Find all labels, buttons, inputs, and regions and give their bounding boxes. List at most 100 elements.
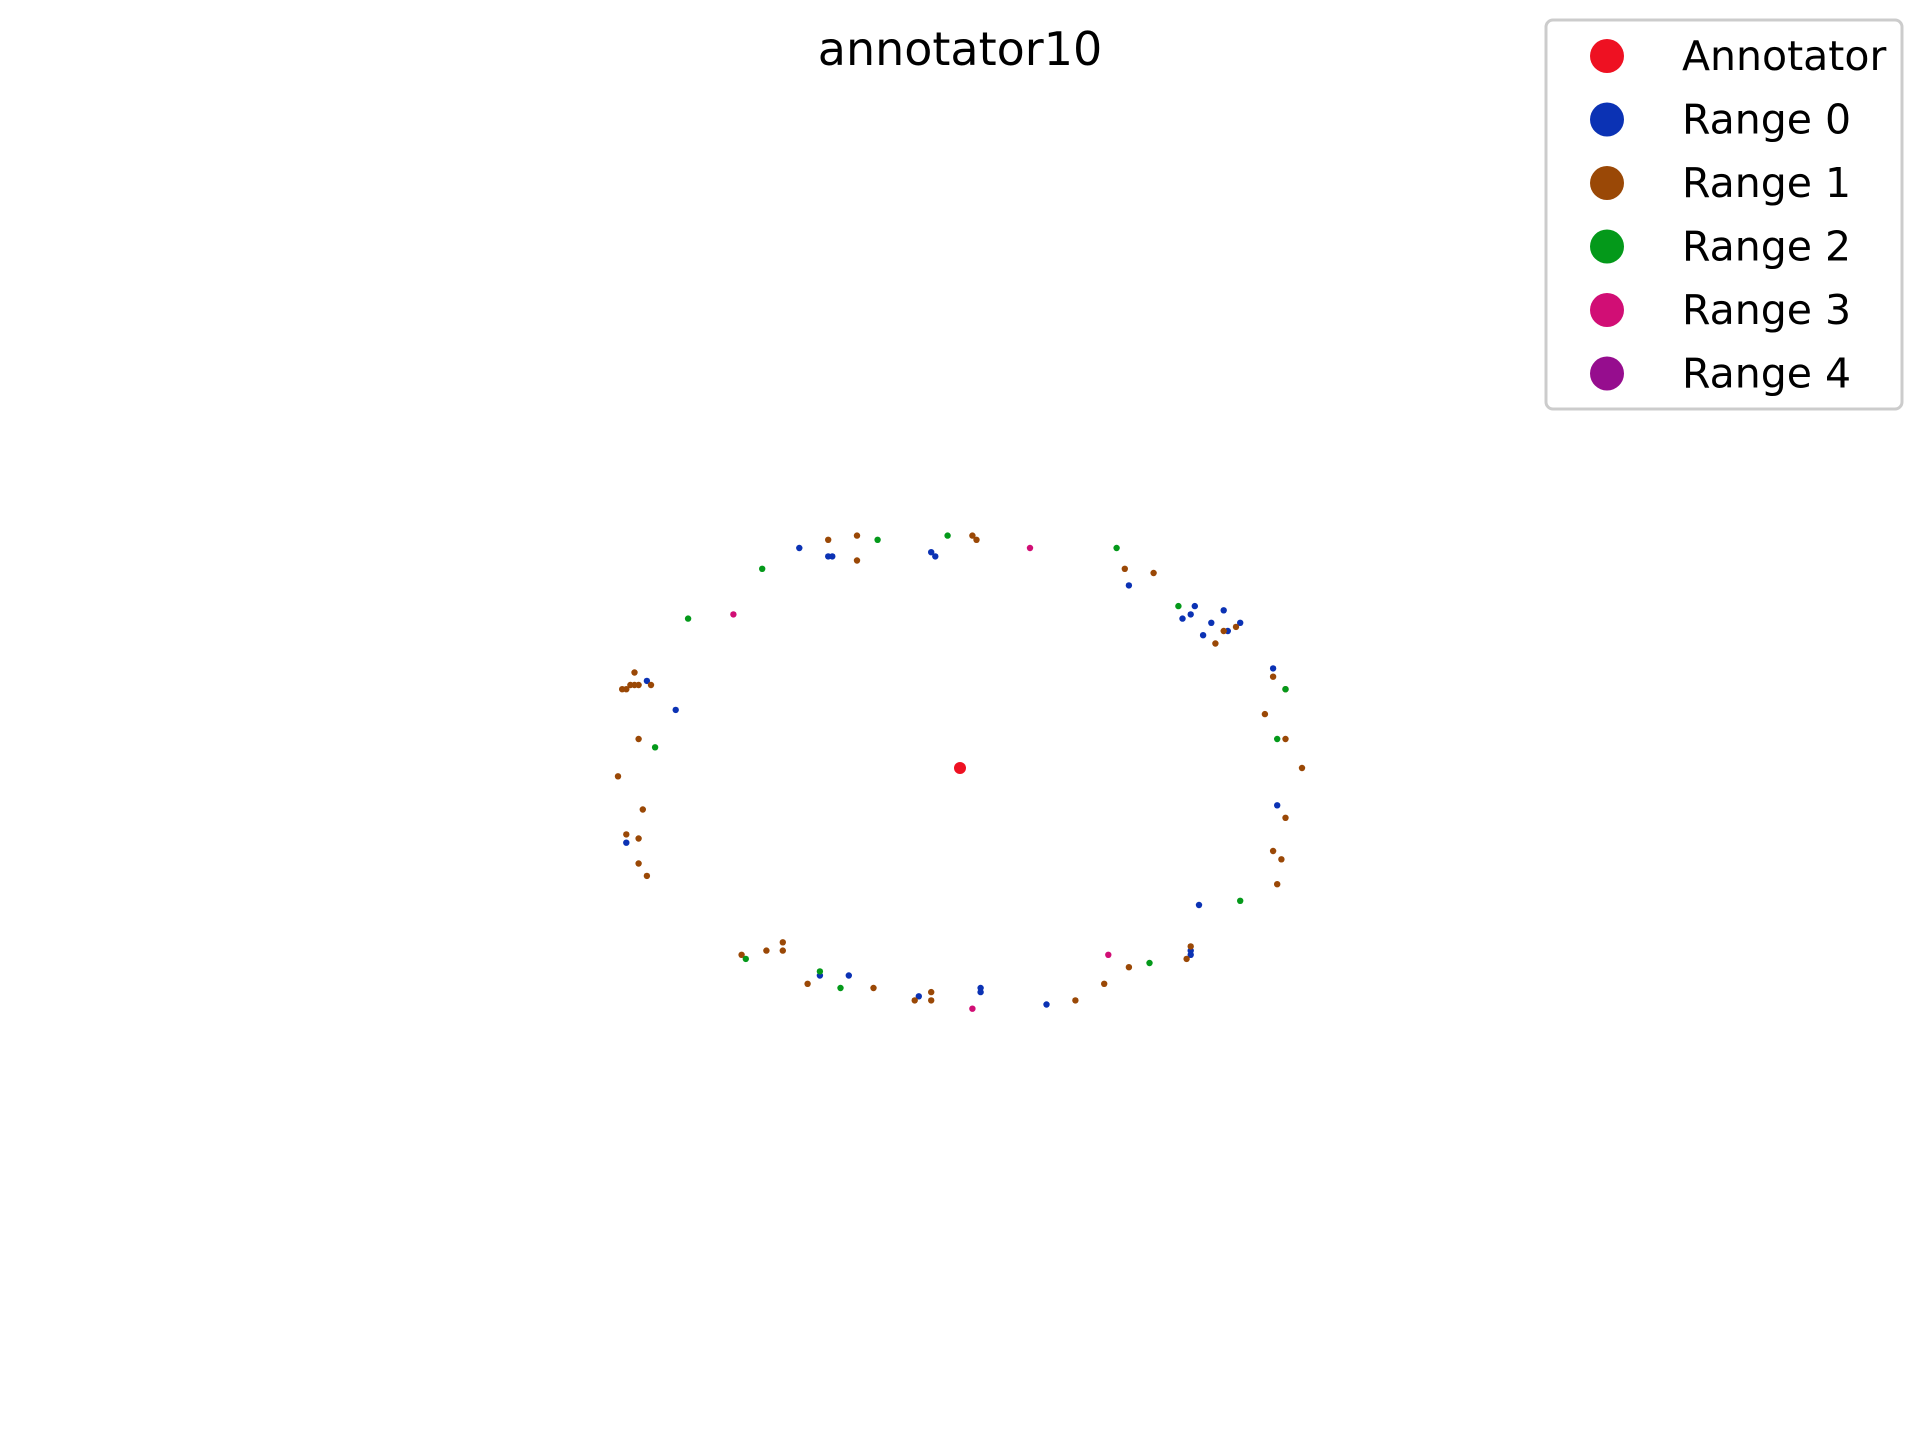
range-1-point-12 [1261,710,1269,718]
range-3-point-2 [1105,951,1112,958]
range-1-point-31 [635,735,642,743]
range-1-point-4 [853,557,861,564]
range-2-point-8 [651,744,659,751]
range-1-point-22 [1101,980,1108,987]
range-0-point-0 [796,544,803,552]
range-1-point-35 [635,835,642,842]
annotator-point-0 [954,762,966,774]
range-1-point-13 [1282,735,1289,743]
legend-label-range-4: Range 4 [1682,350,1851,398]
range-1-point-1 [853,532,861,539]
range-1-point-16 [1269,847,1277,855]
range-0-point-26 [977,988,984,996]
range-1-point-37 [643,872,651,880]
range-1-point-23 [1072,997,1079,1004]
range-1-point-7 [1220,627,1227,635]
range-2-point-4 [1175,602,1182,610]
legend-label-annotator: Annotator [1682,32,1886,80]
range-1-point-39 [763,947,770,954]
range-0-point-2 [829,553,836,560]
legend-entries: Annotator Range 0 Range 1 Range 2 Range 3 Ran… [1590,32,1886,398]
range-1-point-42 [804,980,811,987]
range-2-point-5 [684,615,692,622]
range-1-point-32 [614,773,622,780]
range-1-point-40 [779,939,786,946]
range-1-point-6 [1150,569,1157,577]
range-1-point-41 [779,947,786,954]
range-3-point-3 [969,1005,976,1012]
range-2-point-6 [1282,686,1289,693]
legend-marker-range-4 [1590,356,1624,391]
legend-marker-range-2 [1590,229,1624,264]
range-0-point-21 [1187,951,1194,958]
range-0-point-4 [932,553,939,560]
range-0-point-9 [1220,607,1227,614]
legend-marker-annotator [1590,39,1624,73]
range-1-point-27 [635,681,642,689]
range-1-point-5 [1121,565,1129,572]
range-1-point-30 [647,681,655,689]
range-0-point-15 [643,677,651,685]
range-2-point-9 [1237,897,1244,904]
legend-marker-range-0 [1590,102,1624,137]
range-0-point-17 [623,839,630,846]
range-2-point-7 [1274,735,1281,743]
range-1-point-45 [928,997,935,1004]
range-0-point-13 [1199,632,1207,639]
legend-label-range-1: Range 1 [1682,159,1851,207]
range-1-point-2 [969,532,976,539]
range-1-point-46 [928,988,935,996]
range-1-point-21 [1125,964,1133,971]
range-0-point-19 [1195,901,1203,909]
chart-title: annotator10 [818,22,1103,76]
range-0-point-14 [1269,665,1277,672]
legend-marker-range-1 [1590,166,1624,200]
legend-label-range-2: Range 2 [1682,223,1851,271]
range-2-point-0 [759,565,766,572]
range-2-point-12 [816,968,824,975]
legend-label-range-0: Range 0 [1682,96,1851,144]
range-0-point-23 [845,972,852,979]
range-1-point-38 [738,951,745,958]
range-0-point-16 [672,706,679,714]
range-1-point-17 [1278,856,1285,863]
range-0-point-3 [928,549,935,556]
range-0-point-24 [915,993,922,1000]
range-0-point-8 [1179,615,1186,622]
range-1-point-34 [623,831,630,838]
range-1-point-0 [825,536,832,543]
range-3-point-0 [1026,544,1034,552]
range-2-point-1 [874,536,881,543]
range-0-point-6 [1191,602,1199,610]
range-1-point-15 [1282,814,1289,821]
range-2-point-10 [1146,959,1153,967]
range-1-point-14 [1298,764,1306,772]
range-1-point-20 [1183,955,1190,963]
range-1-point-43 [870,984,877,992]
range-0-point-7 [1187,611,1194,618]
range-2-point-13 [837,984,844,992]
range-0-point-5 [1125,582,1133,589]
legend-label-range-3: Range 3 [1682,286,1851,334]
range-2-point-11 [742,955,749,963]
range-2-point-2 [944,532,951,539]
range-1-point-3 [973,536,980,543]
range-1-point-24 [631,669,638,676]
legend: Annotator Range 0 Range 1 Range 2 Range 3 Ran… [1544,18,1904,411]
points-layer [614,532,1306,1012]
range-0-point-10 [1208,619,1215,626]
range-1-point-36 [635,860,642,867]
range-3-point-1 [730,611,737,618]
legend-marker-range-3 [1590,293,1624,327]
range-1-point-8 [1232,623,1240,631]
range-1-point-10 [1269,673,1277,680]
range-1-point-9 [1212,640,1219,647]
range-1-point-33 [639,806,646,813]
range-1-point-18 [1274,881,1281,888]
range-0-point-18 [1274,802,1281,809]
range-1-point-19 [1187,943,1194,950]
range-1-point-29 [623,686,630,693]
legend-frame [1544,18,1904,411]
range-0-point-11 [1237,619,1244,626]
